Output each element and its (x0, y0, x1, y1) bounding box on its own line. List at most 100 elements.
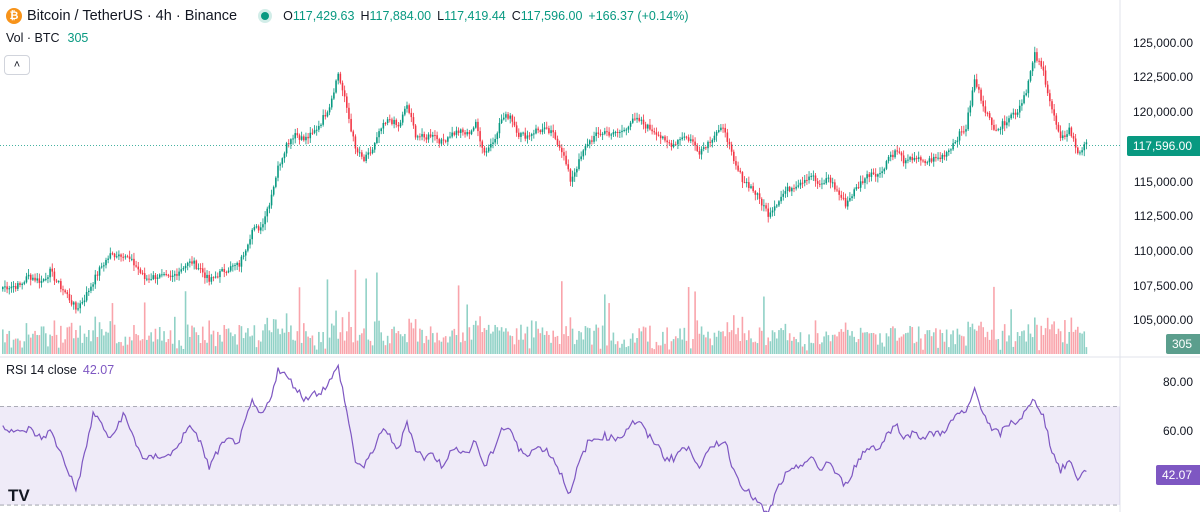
volume-bar (739, 341, 742, 354)
candle-body (204, 272, 206, 279)
volume-bar (436, 332, 438, 354)
candle-body (558, 144, 561, 148)
volume-bar (275, 319, 277, 354)
candle-body (971, 90, 974, 106)
volume-bar (283, 332, 286, 354)
collapse-legend-button[interactable]: ˄ (4, 55, 30, 75)
candle-body (229, 266, 232, 271)
candle-body (406, 105, 408, 109)
candle-body (879, 173, 881, 175)
candle-body (337, 73, 339, 81)
candle-body (702, 147, 705, 150)
candle-body (391, 119, 393, 125)
volume-bar (150, 332, 152, 354)
tradingview-logo[interactable]: TV (8, 486, 30, 505)
candle-body (298, 135, 301, 140)
candle-body (666, 140, 668, 143)
candle-body (765, 205, 767, 209)
candle-body (397, 124, 400, 127)
volume-bar (664, 343, 666, 354)
candle-body (36, 278, 38, 281)
volume-bar (487, 324, 490, 354)
volume-bar (999, 349, 1002, 354)
volume-bar (769, 341, 772, 354)
volume-bar (496, 327, 499, 354)
candle-body (485, 151, 488, 153)
candle-body (935, 156, 937, 159)
volume-bar (900, 336, 903, 354)
candle-body (556, 138, 559, 145)
candle-body (582, 150, 585, 157)
candle-body (462, 129, 464, 133)
candle-body (502, 117, 505, 120)
volume-bar (707, 331, 709, 354)
volume-bar (81, 342, 84, 354)
symbol-title[interactable]: Bitcoin / TetherUS · 4h · Binance (27, 8, 238, 24)
candle-body (821, 183, 823, 185)
volume-bar (973, 329, 976, 354)
rsi-legend[interactable]: RSI 14 close 42.07 (6, 363, 114, 377)
market-status-dot[interactable] (261, 12, 270, 20)
volume-bar (543, 334, 546, 354)
candle-body (978, 86, 980, 90)
volume-legend[interactable]: Vol · BTC 305 (6, 31, 88, 45)
candle-body (728, 141, 731, 145)
volume-bar (131, 340, 133, 354)
volume-bar (528, 348, 531, 354)
candle-body (642, 119, 645, 125)
candle-body (545, 127, 548, 129)
candle-body (698, 151, 701, 155)
candle-body (182, 268, 185, 270)
candle-body (354, 136, 357, 149)
candle-body (51, 268, 54, 272)
candle-body (498, 122, 501, 134)
volume-bar (1049, 329, 1051, 354)
volume-bar (926, 330, 929, 354)
volume-bar (786, 340, 789, 354)
candle-body (829, 177, 832, 183)
candle-body (677, 140, 679, 145)
volume-bar (526, 326, 529, 354)
candle-body (492, 142, 494, 144)
candle-body (1029, 71, 1032, 81)
volume-bar (339, 332, 342, 354)
volume-bar (743, 333, 746, 354)
candle-body (350, 118, 352, 132)
volume-bar (808, 334, 810, 354)
volume-bar (111, 303, 114, 354)
volume-bar (285, 313, 288, 354)
volume-bar (829, 341, 832, 354)
volume-bar (311, 335, 314, 354)
volume-bar (642, 326, 645, 354)
volume-bar (100, 329, 103, 354)
volume-bar (163, 331, 165, 354)
candle-body (763, 205, 765, 207)
candle-body (1001, 121, 1004, 129)
volume-bar (552, 330, 554, 354)
candle-body (578, 159, 580, 169)
volume-title: Vol · BTC (6, 31, 60, 45)
candle-body (836, 189, 838, 191)
candle-body (597, 132, 600, 134)
candle-body (279, 164, 281, 166)
volume-bar (70, 322, 73, 354)
close-label: C (511, 9, 521, 23)
volume-bar (844, 322, 847, 354)
volume-bar (803, 344, 806, 354)
candle-body (275, 177, 277, 187)
volume-bar (227, 328, 230, 354)
bitcoin-icon: ₿ (6, 8, 22, 24)
volume-bar (883, 346, 886, 354)
candle-body (509, 115, 511, 119)
candle-body (451, 132, 453, 137)
candle-body (158, 274, 161, 278)
candle-body (1083, 144, 1086, 151)
volume-bar (840, 329, 843, 354)
candle-body (1061, 135, 1064, 139)
candle-body (1072, 136, 1075, 139)
ohlc-readout: O117,429.63 H117,884.00 L117,419.44 C117… (283, 9, 688, 23)
price-tick-label: 115,000.00 (1133, 174, 1193, 189)
volume-bar (791, 340, 793, 354)
volume-bar (229, 332, 232, 354)
